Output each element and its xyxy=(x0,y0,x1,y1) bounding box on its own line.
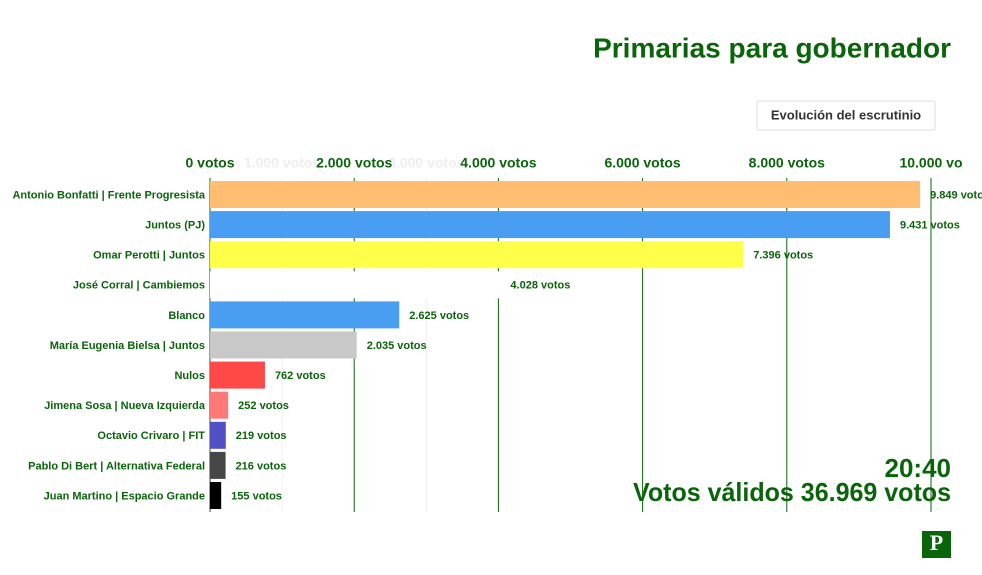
time: 20:40 xyxy=(885,453,952,483)
x-tick-label: 8.000 votos xyxy=(749,155,825,171)
x-tick-label: 3.000 votos xyxy=(388,155,464,171)
y-tick-label: Antonio Bonfatti | Frente Progresista xyxy=(12,189,205,201)
logo: P xyxy=(930,530,943,555)
y-tick-label: Jimena Sosa | Nueva Izquierda xyxy=(44,400,206,412)
y-tick-label: Omar Perotti | Juntos xyxy=(93,250,205,262)
y-tick-label: Octavio Crivaro | FIT xyxy=(97,430,205,442)
y-tick-label: María Eugenia Bielsa | Juntos xyxy=(50,340,205,352)
bar xyxy=(210,211,890,239)
bar xyxy=(210,361,265,389)
bar xyxy=(210,301,400,329)
value-label: 9.431 votos xyxy=(900,220,960,232)
y-tick-label: Blanco xyxy=(168,310,205,322)
bar xyxy=(210,181,921,208)
y-tick-label: Nulos xyxy=(174,370,205,382)
y-tick-label: José Corral | Cambiemos xyxy=(73,280,205,292)
bar xyxy=(210,271,501,299)
value-label: 219 votos xyxy=(236,430,287,442)
bar xyxy=(210,391,229,419)
value-label: 9.849 votos xyxy=(930,189,982,201)
total: Votos válidos 36.969 votos xyxy=(633,477,951,507)
bar xyxy=(210,241,744,269)
value-label: 7.396 votos xyxy=(753,250,813,262)
x-tick-label: 4.000 votos xyxy=(460,155,536,171)
value-label: 216 votos xyxy=(236,460,287,472)
bar xyxy=(210,451,226,479)
x-tick-label: 10.000 vo xyxy=(899,155,962,171)
logo-box xyxy=(922,531,951,558)
chart-title: Primarias para gobernador xyxy=(593,32,951,63)
y-tick-label: Juntos (PJ) xyxy=(145,220,205,232)
y-tick-label: Pablo Di Bert | Alternativa Federal xyxy=(28,460,205,472)
x-tick-label: 1.000 votos xyxy=(244,155,320,171)
x-tick-label: 2.000 votos xyxy=(316,155,392,171)
button-box[interactable] xyxy=(756,100,936,131)
value-label: 2.035 votos xyxy=(367,340,427,352)
x-tick-label: 0 votos xyxy=(185,155,234,171)
value-label: 2.625 votos xyxy=(409,310,469,322)
value-label: 4.028 votos xyxy=(510,280,570,292)
value-label: 762 votos xyxy=(275,370,326,382)
bar xyxy=(210,331,357,359)
y-tick-label: Juan Martino | Espacio Grande xyxy=(44,490,205,502)
bar xyxy=(210,482,222,509)
button[interactable]: Evolución del escrutinio xyxy=(771,107,921,122)
value-label: 252 votos xyxy=(238,400,289,412)
x-tick-label: 6.000 votos xyxy=(604,155,680,171)
bar xyxy=(210,421,226,449)
value-label: 155 votos xyxy=(231,490,282,502)
